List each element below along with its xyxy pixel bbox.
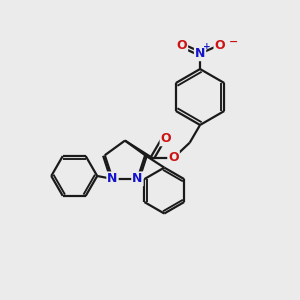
Text: O: O <box>176 39 187 52</box>
Text: O: O <box>168 152 179 164</box>
Text: O: O <box>214 39 225 52</box>
Text: O: O <box>160 132 171 145</box>
Text: N: N <box>132 172 142 185</box>
Text: +: + <box>203 42 211 51</box>
Text: N: N <box>195 47 205 60</box>
Text: −: − <box>229 37 238 47</box>
Text: N: N <box>107 172 118 185</box>
